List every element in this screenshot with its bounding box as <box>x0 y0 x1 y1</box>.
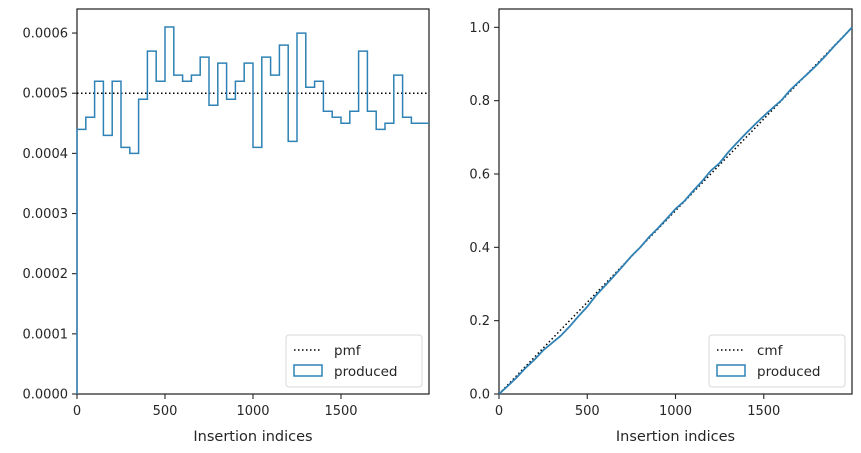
produced-cumulative-line <box>498 26 853 395</box>
legend-label-cmf: cmf <box>757 343 784 359</box>
y-tick-label: 0.0003 <box>23 207 69 222</box>
legend: cmf produced <box>708 334 846 388</box>
y-axis: 0.0000 0.0001 0.0002 0.0003 0.0004 0.0005 0.00… <box>23 27 77 403</box>
y-tick-label: 0.2 <box>469 314 490 329</box>
plot-series <box>498 26 853 395</box>
produced-histogram <box>76 26 429 394</box>
legend-label-pmf: pmf <box>334 343 362 359</box>
pmf-panel: 0.0000 0.0001 0.0002 0.0003 0.0004 0.0005 0.00… <box>23 8 430 445</box>
y-tick-label: 0.8 <box>469 94 490 109</box>
plot-series <box>76 26 429 394</box>
x-tick-label: 1000 <box>659 404 692 419</box>
y-tick-label: 0.0004 <box>23 147 69 162</box>
y-tick-label: 0.0 <box>469 388 490 403</box>
x-axis-label: Insertion indices <box>193 429 312 445</box>
x-tick-label: 500 <box>153 404 178 419</box>
y-tick-label: 0.6 <box>469 168 490 183</box>
x-tick-label: 1000 <box>236 404 269 419</box>
x-tick-label: 0 <box>495 404 503 419</box>
legend-label-produced: produced <box>334 364 398 380</box>
y-tick-label: 0.0000 <box>23 388 69 403</box>
y-tick-label: 0.4 <box>469 241 490 256</box>
legend-swatch-produced <box>716 364 746 377</box>
x-axis: 0 500 1000 1500 <box>73 394 358 419</box>
legend: pmf produced <box>285 334 423 388</box>
legend-box <box>285 334 423 388</box>
legend-label-produced: produced <box>757 364 821 380</box>
x-axis: 0 500 1000 1500 <box>495 394 780 419</box>
x-axis-label: Insertion indices <box>616 429 735 445</box>
x-tick-label: 500 <box>575 404 600 419</box>
x-tick-label: 0 <box>73 404 81 419</box>
cmf-panel: 0.0 0.2 0.4 0.6 0.8 1.0 0 500 1000 1500 Insertio… <box>469 8 853 445</box>
y-tick-label: 0.0006 <box>23 27 69 42</box>
y-axis: 0.0 0.2 0.4 0.6 0.8 1.0 <box>469 21 499 403</box>
y-tick-label: 0.0002 <box>23 267 69 282</box>
y-tick-label: 0.0001 <box>23 327 69 342</box>
legend-swatch-produced <box>293 364 323 377</box>
y-tick-label: 0.0005 <box>23 87 69 102</box>
x-tick-label: 1500 <box>324 404 357 419</box>
legend-box <box>708 334 846 388</box>
y-tick-label: 1.0 <box>469 21 490 36</box>
x-tick-label: 1500 <box>747 404 780 419</box>
